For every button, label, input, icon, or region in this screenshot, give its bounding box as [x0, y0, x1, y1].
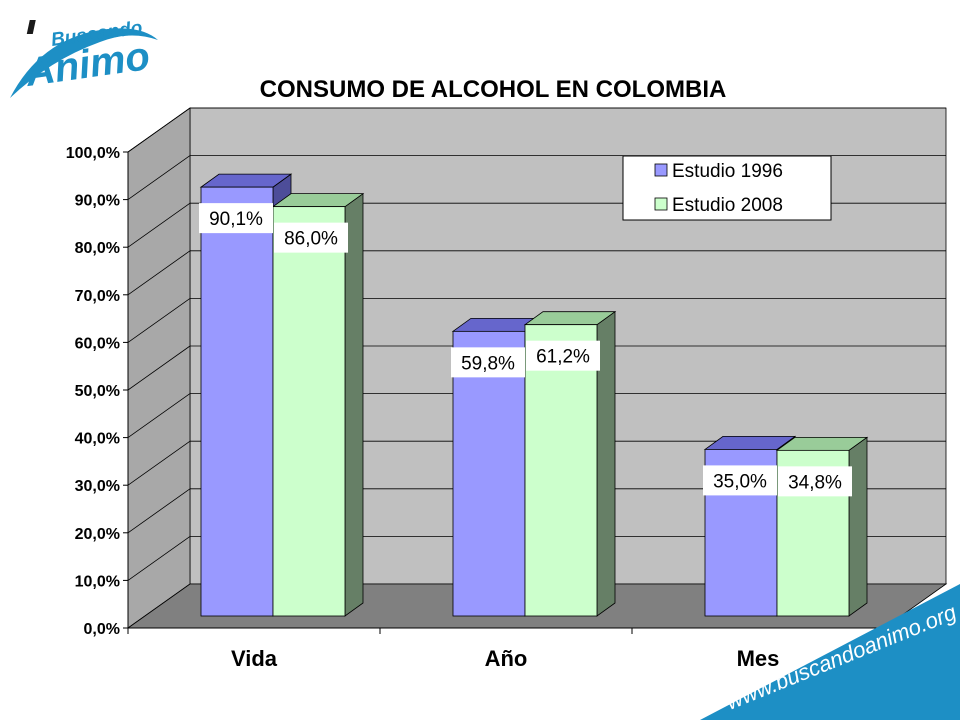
data-label-2008-0: 86,0%: [274, 222, 348, 253]
data-label-text: 90,1%: [209, 209, 263, 230]
logo-swoosh: [10, 28, 158, 99]
data-label-text: 59,8%: [461, 353, 515, 374]
bar-2008-2: [775, 436, 869, 617]
y-tick-label: 0,0%: [84, 621, 120, 638]
y-tick-label: 10,0%: [75, 573, 120, 590]
y-tick-label: 50,0%: [75, 383, 120, 400]
data-label-box: [778, 466, 852, 497]
logo-mark: [26, 20, 36, 34]
gridline-side: [127, 250, 191, 296]
bar-front: [200, 186, 274, 617]
y-tick-label: 90,0%: [75, 193, 120, 210]
bar-front: [272, 206, 346, 617]
data-label-1996-0: 90,1%: [199, 203, 273, 234]
gridline-side: [127, 536, 191, 581]
data-label-box: [703, 465, 777, 496]
x-category-label: Mes: [737, 646, 780, 671]
data-label-1996-1: 59,8%: [451, 347, 525, 378]
y-tick-label: 30,0%: [75, 478, 120, 495]
bar-front: [452, 330, 526, 617]
y-tick-label: 80,0%: [75, 240, 120, 257]
data-label-box: [451, 347, 525, 378]
legend-swatch-2008: [654, 197, 668, 211]
data-label-text: 34,8%: [788, 472, 842, 493]
legend-swatch-1996: [654, 163, 668, 177]
bar-2008-1: [523, 310, 617, 617]
gridline-side: [127, 155, 191, 200]
logo-large-text: Animo: [22, 34, 152, 95]
gridline-side: [127, 440, 191, 486]
bar-2008-0: [271, 192, 365, 617]
watermark-band: [700, 584, 960, 720]
data-label-box: [274, 222, 348, 253]
chart-title: CONSUMO DE ALCOHOL EN COLOMBIA: [260, 76, 727, 103]
gridline-side: [127, 488, 191, 534]
legend: Estudio 1996 Estudio 2008: [622, 155, 832, 221]
x-category-label: Vida: [231, 646, 278, 671]
data-label-text: 61,2%: [536, 347, 590, 368]
data-label-box: [526, 340, 600, 371]
gridline-side: [127, 202, 191, 248]
data-label-box: [199, 203, 273, 234]
y-tick-label: 40,0%: [75, 431, 120, 448]
data-label-text: 86,0%: [284, 229, 338, 250]
data-labels: 90,1% 86,0% 59,8% 61,2% 35,0% 34,8%: [199, 203, 852, 497]
gridline-side: [127, 393, 191, 438]
gridline-side: [127, 107, 191, 153]
y-tick-label: 60,0%: [75, 335, 120, 352]
y-tick-label: 100,0%: [66, 145, 120, 162]
bar-front: [524, 324, 598, 617]
data-label-2008-2: 34,8%: [778, 466, 852, 497]
logo: Buscando Animo: [10, 17, 158, 99]
x-axis-labels: Vida Año Mes: [231, 646, 779, 671]
legend-label-2008: Estudio 2008: [672, 195, 783, 216]
data-label-text: 35,0%: [713, 471, 767, 492]
y-tick-label: 20,0%: [75, 526, 120, 543]
gridline-side: [127, 345, 191, 391]
x-category-label: Año: [485, 646, 528, 671]
bar-side: [344, 192, 364, 617]
y-axis-ticks: 0,0% 10,0% 20,0% 30,0% 40,0% 50,0% 60,0% 70,0% 8…: [66, 145, 885, 638]
data-label-1996-2: 35,0%: [703, 465, 777, 496]
legend-label-1996: Estudio 1996: [672, 161, 783, 182]
y-tick-label: 70,0%: [75, 288, 120, 305]
data-label-2008-1: 61,2%: [526, 340, 600, 371]
bar-side: [848, 436, 868, 617]
gridline-side: [127, 298, 191, 343]
